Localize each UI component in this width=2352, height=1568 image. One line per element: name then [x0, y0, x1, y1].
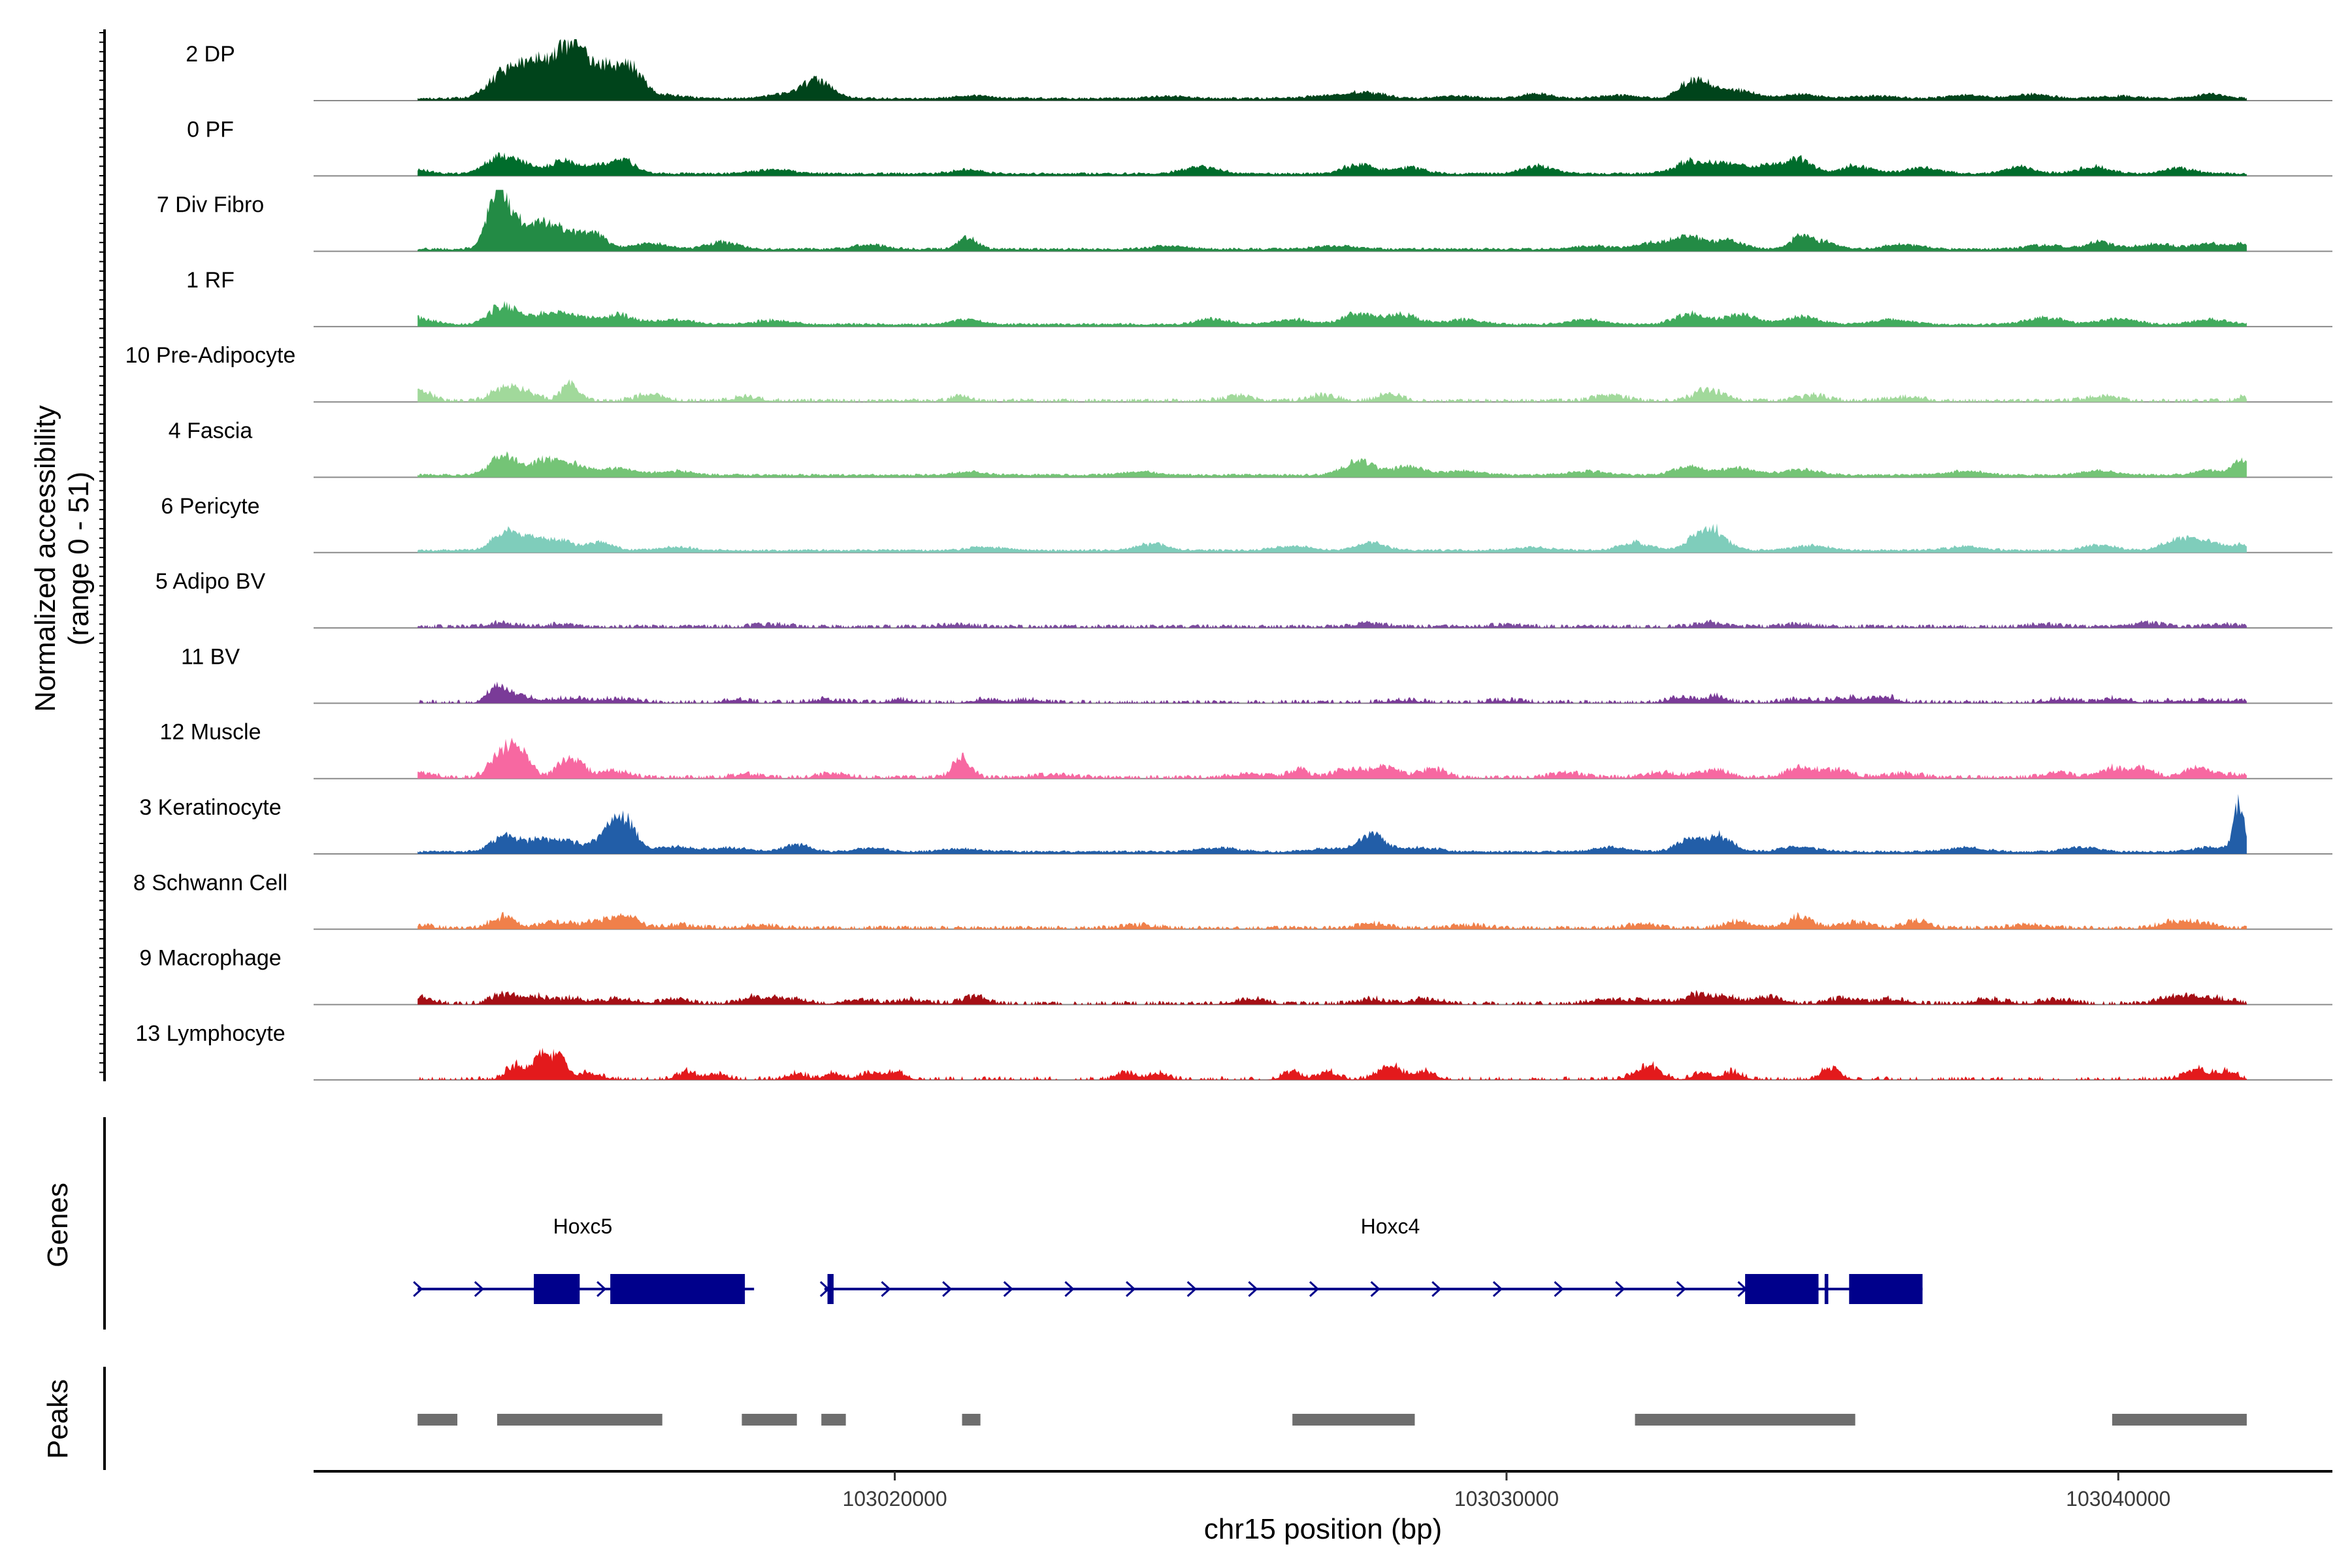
- coverage-area: [417, 1047, 2247, 1080]
- track-label: 12 Muscle: [160, 720, 261, 745]
- y-axis-range-label: (range 0 - 51): [63, 472, 95, 646]
- gene-exon: [610, 1274, 745, 1304]
- x-tick-label: 103020000: [842, 1487, 947, 1511]
- strand-arrow-icon: [1492, 1281, 1503, 1298]
- gene-exon: [1745, 1274, 1819, 1304]
- peak-region: [497, 1414, 662, 1426]
- track-label: 13 Lymphocyte: [135, 1021, 285, 1046]
- strand-arrow-icon: [881, 1281, 891, 1298]
- coverage-area: [417, 451, 2247, 478]
- gene-hoxc5: Hoxc5: [413, 1215, 755, 1304]
- track-3-keratinocyte: 3 Keratinocyte: [139, 794, 2332, 855]
- track-1-rf: 1 RF: [186, 268, 2332, 327]
- gene-exon: [534, 1274, 580, 1304]
- track-7-div-fibro: 7 Div Fibro: [157, 189, 2332, 252]
- peak-region: [821, 1414, 846, 1426]
- strand-arrow-icon: [1186, 1281, 1197, 1298]
- peak-region: [1292, 1414, 1415, 1426]
- track-label: 0 PF: [187, 117, 234, 142]
- coverage-area: [417, 152, 2247, 176]
- strand-arrow-icon: [474, 1281, 485, 1298]
- y-axis-label: Normalized accessibility: [29, 405, 61, 711]
- track-0-pf: 0 PF: [187, 117, 2332, 177]
- track-9-macrophage: 9 Macrophage: [139, 946, 2332, 1005]
- gene-exon: [1849, 1274, 1923, 1304]
- gene-name-label: Hoxc5: [553, 1215, 613, 1238]
- strand-arrow-icon: [1370, 1281, 1380, 1298]
- strand-arrow-icon: [942, 1281, 953, 1298]
- peak-region: [742, 1414, 797, 1426]
- strand-arrow-icon: [1554, 1281, 1564, 1298]
- track-label: 7 Div Fibro: [157, 193, 264, 218]
- gene-exon: [1824, 1274, 1829, 1304]
- coverage-area: [417, 681, 2247, 704]
- strand-arrow-icon: [1431, 1281, 1442, 1298]
- strand-arrow-icon: [1676, 1281, 1686, 1298]
- strand-arrow-icon: [1615, 1281, 1625, 1298]
- track-label: 4 Fascia: [169, 419, 253, 444]
- track-label: 11 BV: [181, 644, 240, 669]
- coverage-area: [417, 794, 2247, 854]
- track-13-lymphocyte: 13 Lymphocyte: [135, 1021, 2332, 1081]
- peak-region: [2112, 1414, 2247, 1426]
- track-4-fascia: 4 Fascia: [169, 419, 2332, 478]
- coverage-tracks: 2 DP 0 PF 7 Div Fibro 1 RF 10 Pre-Adipocyte 4…: [125, 39, 2332, 1081]
- strand-arrow-icon: [596, 1281, 607, 1298]
- peak-region: [1635, 1414, 1855, 1426]
- track-5-adipo-bv: 5 Adipo BV: [155, 569, 2332, 629]
- coverage-area: [417, 911, 2247, 930]
- peaks-panel-label: Peaks: [42, 1379, 74, 1459]
- track-12-muscle: 12 Muscle: [160, 720, 2332, 779]
- coverage-area: [417, 990, 2247, 1005]
- track-label: 6 Pericyte: [161, 494, 259, 519]
- strand-arrow-icon: [413, 1281, 423, 1298]
- gene-name-label: Hoxc4: [1361, 1215, 1420, 1238]
- strand-arrow-icon: [1248, 1281, 1258, 1298]
- peak-region: [417, 1414, 458, 1426]
- x-tick-label: 103040000: [2066, 1487, 2170, 1511]
- track-2-dp: 2 DP: [186, 39, 2332, 101]
- x-axis-label: chr15 position (bp): [1204, 1513, 1442, 1545]
- coverage-area: [417, 301, 2247, 327]
- peak-region: [962, 1414, 981, 1426]
- track-6-pericyte: 6 Pericyte: [161, 494, 2332, 553]
- track-11-bv: 11 BV: [181, 644, 2332, 704]
- coverage-area: [417, 619, 2247, 629]
- track-label: 10 Pre-Adipocyte: [125, 343, 296, 368]
- track-label: 5 Adipo BV: [155, 569, 266, 594]
- track-label: 3 Keratinocyte: [139, 795, 281, 820]
- strand-arrow-icon: [1126, 1281, 1136, 1298]
- gene-track: Hoxc5 Hoxc4: [413, 1215, 1923, 1304]
- genes-panel-label: Genes: [42, 1183, 74, 1267]
- coverage-axis-ticks: [99, 32, 105, 1073]
- x-axis-ticks: 103020000 103030000 103040000: [842, 1471, 2170, 1511]
- track-label: 8 Schwann Cell: [133, 870, 287, 895]
- strand-arrow-icon: [1309, 1281, 1320, 1298]
- coverage-area: [417, 379, 2247, 402]
- strand-arrow-icon: [1064, 1281, 1075, 1298]
- coverage-area: [417, 39, 2247, 101]
- track-label: 2 DP: [186, 42, 235, 67]
- coverage-area: [417, 523, 2247, 553]
- coverage-area: [417, 738, 2247, 779]
- x-tick-label: 103030000: [1454, 1487, 1559, 1511]
- track-10-pre-adipocyte: 10 Pre-Adipocyte: [125, 343, 2332, 403]
- gene-exon: [827, 1274, 834, 1304]
- gene-hoxc4: Hoxc4: [819, 1215, 1923, 1304]
- track-label: 1 RF: [186, 268, 235, 293]
- coverage-area: [417, 189, 2247, 252]
- peak-track: [417, 1414, 2247, 1426]
- track-label: 9 Macrophage: [139, 946, 281, 971]
- track-8-schwann-cell: 8 Schwann Cell: [133, 870, 2332, 930]
- strand-arrow-icon: [1003, 1281, 1013, 1298]
